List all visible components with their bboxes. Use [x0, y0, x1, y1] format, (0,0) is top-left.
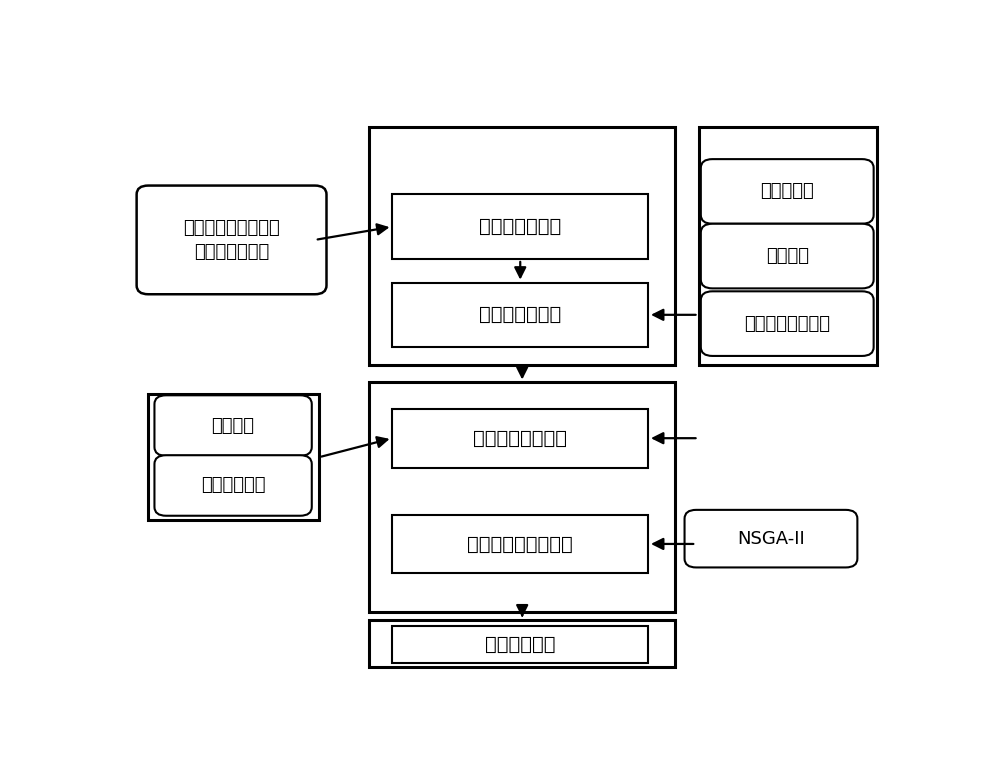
Text: 风速、辐照度、环境
温度等自然条件: 风速、辐照度、环境 温度等自然条件 [183, 219, 280, 261]
FancyBboxPatch shape [392, 195, 648, 259]
Text: 负荷大小: 负荷大小 [766, 247, 809, 265]
FancyBboxPatch shape [701, 159, 874, 224]
FancyBboxPatch shape [137, 185, 326, 295]
FancyBboxPatch shape [698, 127, 877, 365]
Text: 新能源电站出力: 新能源电站出力 [479, 217, 561, 237]
FancyBboxPatch shape [701, 291, 874, 356]
FancyBboxPatch shape [154, 456, 312, 516]
FancyBboxPatch shape [148, 394, 319, 520]
Text: 储能电站预选址: 储能电站预选址 [479, 305, 561, 324]
FancyBboxPatch shape [701, 224, 874, 288]
FancyBboxPatch shape [392, 409, 648, 468]
Text: 最优潮流计算: 最优潮流计算 [485, 635, 556, 654]
Text: NSGA-II: NSGA-II [737, 530, 805, 548]
Text: 电网约束: 电网约束 [212, 417, 255, 435]
Text: 储能电站位置与容量: 储能电站位置与容量 [467, 534, 573, 553]
FancyBboxPatch shape [369, 620, 675, 668]
FancyBboxPatch shape [392, 514, 648, 573]
Text: 储能设备约束: 储能设备约束 [201, 476, 265, 494]
Text: 储能电站运行模型: 储能电站运行模型 [473, 429, 567, 448]
FancyBboxPatch shape [369, 127, 675, 365]
FancyBboxPatch shape [154, 395, 312, 456]
FancyBboxPatch shape [392, 282, 648, 347]
FancyBboxPatch shape [369, 382, 675, 611]
Text: 相邻节点平均距离: 相邻节点平均距离 [744, 314, 830, 333]
FancyBboxPatch shape [685, 510, 857, 568]
FancyBboxPatch shape [392, 626, 648, 662]
Text: 介数中心性: 介数中心性 [760, 182, 814, 201]
